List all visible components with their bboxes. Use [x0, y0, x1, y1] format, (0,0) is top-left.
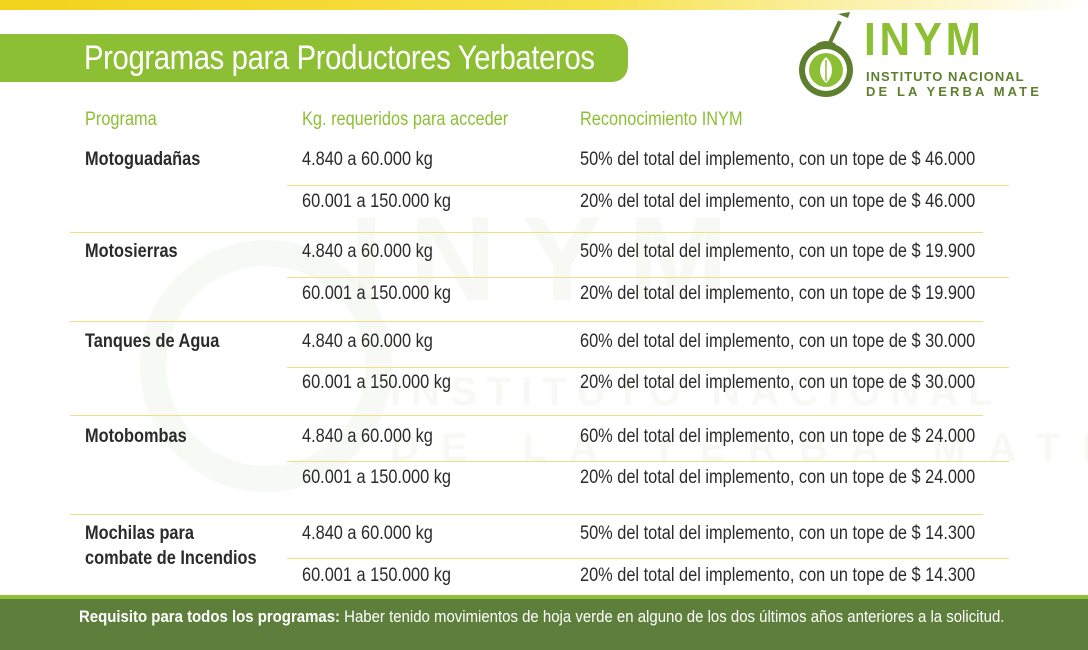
logo-subtitle-line1: INSTITUTO NACIONAL: [866, 69, 1025, 84]
kg-range: 60.001 a 150.000 kg: [302, 191, 452, 212]
requirement-footer: Requisito para todos los programas: Habe…: [0, 595, 1088, 650]
kg-range: 4.840 a 60.000 kg: [302, 149, 433, 170]
reconocimiento-value: 50% del total del implemento, con un top…: [580, 523, 976, 544]
logo-acronym: INYM: [864, 13, 985, 65]
kg-range: 60.001 a 150.000 kg: [302, 283, 452, 304]
program-name-line2: combate de Incendios: [85, 548, 257, 569]
reconocimiento-value: 20% del total del implemento, con un top…: [580, 191, 976, 212]
mate-gourd-icon: [799, 12, 853, 97]
row-divider: [287, 277, 1009, 278]
column-header-reconocimiento: Reconocimiento INYM: [580, 109, 743, 130]
kg-range: 4.840 a 60.000 kg: [302, 426, 433, 447]
requirement-label: Requisito para todos los programas:: [79, 607, 341, 626]
row-divider: [287, 461, 1009, 462]
kg-range: 4.840 a 60.000 kg: [302, 241, 433, 262]
requirement-text: Haber tenido movimientos de hoja verde e…: [340, 607, 1005, 626]
row-divider: [287, 367, 1009, 368]
program-name: Motoguadañas: [85, 149, 201, 170]
kg-range: 60.001 a 150.000 kg: [302, 467, 452, 488]
group-divider: [70, 321, 983, 322]
group-divider: [70, 415, 983, 416]
reconocimiento-value: 50% del total del implemento, con un top…: [580, 241, 976, 262]
reconocimiento-value: 60% del total del implemento, con un top…: [580, 426, 976, 447]
reconocimiento-value: 50% del total del implemento, con un top…: [580, 149, 976, 170]
reconocimiento-value: 20% del total del implemento, con un top…: [580, 283, 976, 304]
logo-subtitle-line2: DE LA YERBA MATE: [866, 84, 1042, 99]
kg-range: 60.001 a 150.000 kg: [302, 565, 452, 586]
reconocimiento-value: 20% del total del implemento, con un top…: [580, 372, 976, 393]
kg-range: 4.840 a 60.000 kg: [302, 523, 433, 544]
row-divider: [287, 185, 1009, 186]
program-name: Motobombas: [85, 426, 187, 447]
top-accent-stripe: [0, 0, 1088, 10]
program-name: Motosierras: [85, 241, 178, 262]
footer-accent-line: [0, 595, 1088, 599]
reconocimiento-value: 60% del total del implemento, con un top…: [580, 331, 976, 352]
kg-range: 60.001 a 150.000 kg: [302, 372, 452, 393]
column-header-programa: Programa: [85, 109, 157, 130]
requirement-note: Requisito para todos los programas: Habe…: [79, 607, 1004, 627]
reconocimiento-value: 20% del total del implemento, con un top…: [580, 467, 976, 488]
page-title: Programas para Productores Yerbateros: [84, 39, 595, 77]
kg-range: 4.840 a 60.000 kg: [302, 331, 433, 352]
group-divider: [70, 514, 983, 515]
reconocimiento-value: 20% del total del implemento, con un top…: [580, 565, 976, 586]
inym-logo: INYM INSTITUTO NACIONAL DE LA YERBA MATE: [798, 10, 1039, 102]
program-name-line1: Mochilas para: [85, 523, 194, 544]
group-divider: [70, 232, 983, 233]
row-divider: [287, 558, 1009, 559]
column-header-kg: Kg. requeridos para acceder: [302, 109, 509, 130]
title-banner: Programas para Productores Yerbateros: [0, 34, 628, 82]
program-name: Tanques de Agua: [85, 331, 220, 352]
